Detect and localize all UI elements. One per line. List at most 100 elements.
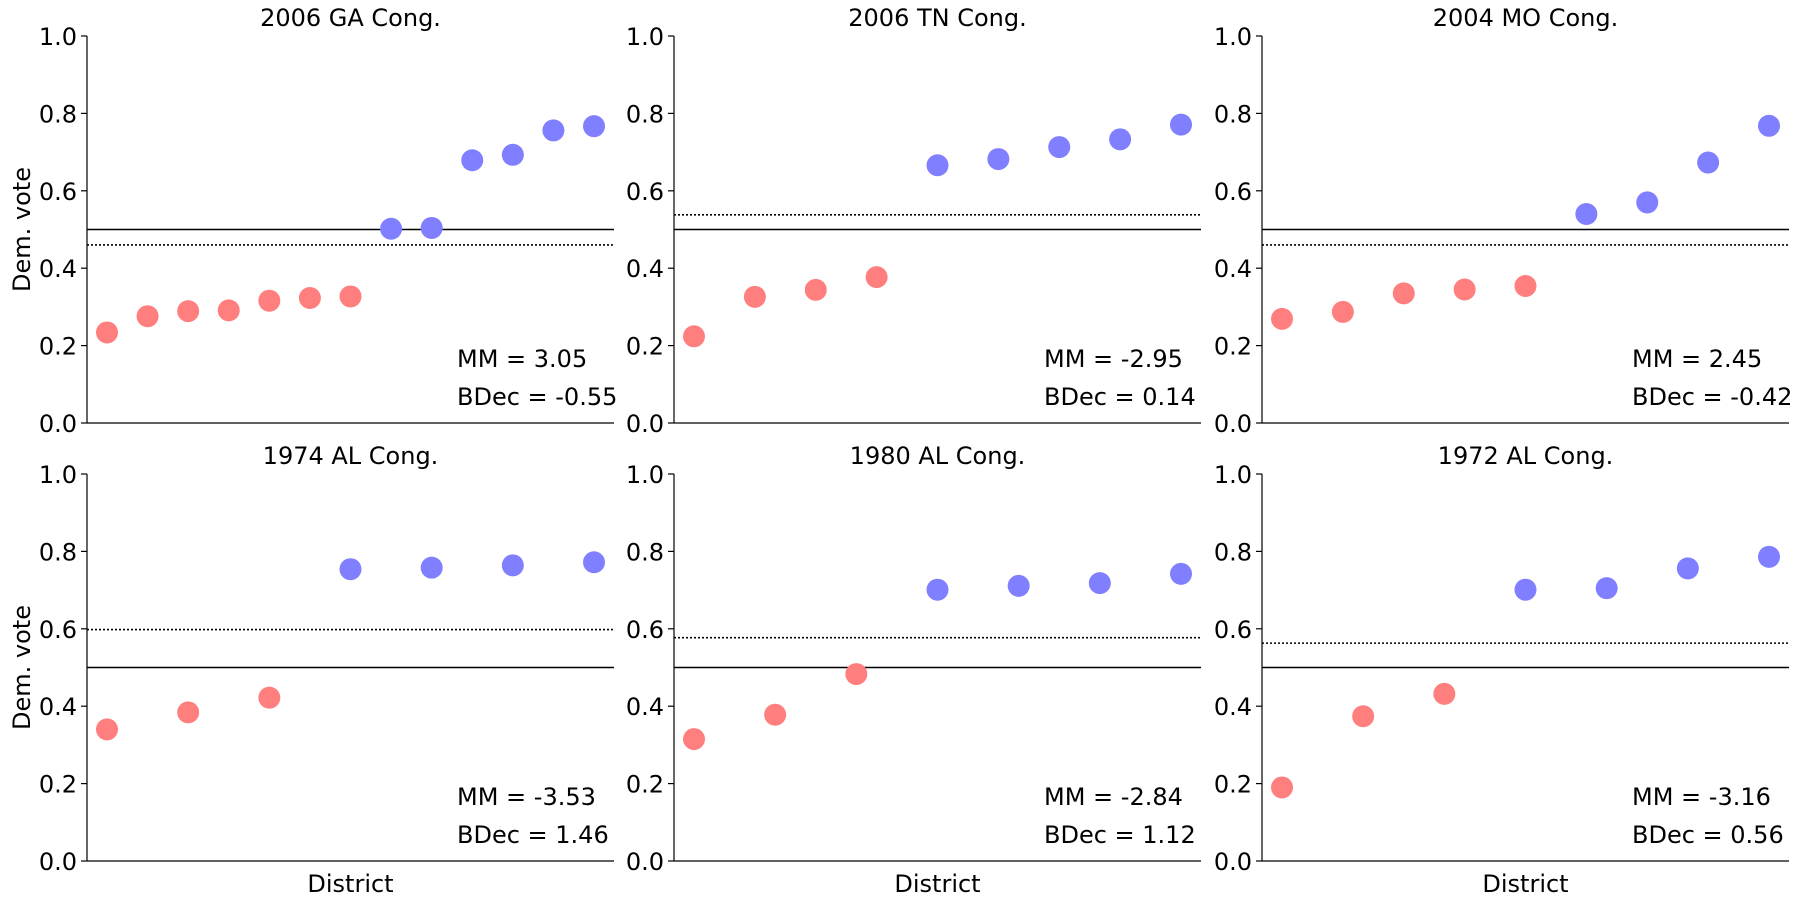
y-tick-label: 0.6 <box>1214 178 1252 206</box>
bdec-annotation: BDec = 0.14 <box>1044 383 1196 411</box>
district-point <box>845 663 868 686</box>
y-tick-label: 0.8 <box>626 538 664 566</box>
y-tick-label: 1.0 <box>1214 23 1252 51</box>
district-point <box>96 718 118 741</box>
district-point <box>420 556 443 579</box>
district-point <box>1453 278 1476 301</box>
district-point <box>583 115 605 138</box>
mm-annotation: MM = 3.05 <box>457 345 587 373</box>
y-tick-label: 1.0 <box>39 461 77 489</box>
district-point <box>1352 705 1375 728</box>
district-point <box>1271 776 1293 799</box>
district-point <box>1109 128 1132 151</box>
y-tick-label: 0.4 <box>626 255 664 283</box>
y-tick-label: 0.6 <box>39 178 77 206</box>
district-point <box>1514 275 1537 298</box>
district-point <box>542 119 565 142</box>
district-point <box>1433 682 1456 705</box>
y-tick-label: 0.2 <box>1214 771 1252 799</box>
district-point <box>339 558 362 581</box>
panel-3: 0.0 0.2 0.4 0.6 0.8 1.0 2004 MO Cong. MM = 2.45… <box>1214 4 1793 438</box>
district-point <box>1595 577 1618 600</box>
y-tick-label: 0.8 <box>626 100 664 128</box>
district-point <box>1758 114 1780 137</box>
y-tick-label: 1.0 <box>626 461 664 489</box>
district-point <box>804 278 827 301</box>
district-point <box>136 305 159 328</box>
y-tick-label: 0.2 <box>1214 333 1252 361</box>
panel-title: 1980 AL Cong. <box>850 442 1026 470</box>
bdec-annotation: BDec = -0.42 <box>1632 383 1792 411</box>
x-axis-label: District <box>307 870 393 898</box>
district-point <box>926 154 949 177</box>
district-point <box>1636 191 1659 214</box>
y-tick-label: 0.2 <box>39 333 77 361</box>
panel-4: 0.0 0.2 0.4 0.6 0.8 1.0 1974 AL Cong. MM = -3.5… <box>8 442 614 876</box>
district-point <box>987 148 1010 171</box>
y-tick-label: 0.6 <box>1214 616 1252 644</box>
district-point <box>1331 300 1354 323</box>
y-tick-label: 0.2 <box>626 771 664 799</box>
y-tick-label: 0.6 <box>626 178 664 206</box>
y-tick-label: 0.8 <box>1214 538 1252 566</box>
y-tick-label: 0.8 <box>39 538 77 566</box>
district-point <box>1007 574 1030 597</box>
mm-annotation: MM = -2.95 <box>1044 345 1183 373</box>
mm-annotation: MM = 2.45 <box>1632 345 1762 373</box>
district-point <box>501 143 524 166</box>
district-point <box>258 686 281 709</box>
y-tick-label: 1.0 <box>626 23 664 51</box>
x-axis-label: District <box>1482 870 1568 898</box>
district-point <box>96 321 118 344</box>
district-point <box>380 217 403 240</box>
y-tick-label: 0.8 <box>39 100 77 128</box>
district-point <box>217 299 240 322</box>
district-point <box>177 300 200 323</box>
y-tick-label: 0.2 <box>626 333 664 361</box>
y-tick-label: 0.0 <box>39 410 77 438</box>
district-point <box>461 149 484 172</box>
district-point <box>1758 545 1780 568</box>
district-point <box>1676 557 1699 580</box>
y-tick-label: 0.0 <box>1214 410 1252 438</box>
district-point <box>1392 282 1415 305</box>
panel-title: 2006 GA Cong. <box>260 4 441 32</box>
panel-title: 1974 AL Cong. <box>263 442 439 470</box>
mm-annotation: MM = -3.16 <box>1632 783 1771 811</box>
district-point <box>1170 113 1192 136</box>
district-point <box>926 578 949 601</box>
district-point <box>420 216 443 239</box>
panel-5: 0.0 0.2 0.4 0.6 0.8 1.0 1980 AL Cong. MM = -2.8… <box>626 442 1201 898</box>
panel-title: 2006 TN Cong. <box>848 4 1026 32</box>
mm-annotation: MM = -3.53 <box>457 783 596 811</box>
district-point <box>1271 307 1293 330</box>
district-point <box>339 285 362 308</box>
district-point <box>258 289 281 312</box>
y-tick-label: 0.4 <box>626 693 664 721</box>
district-point <box>1170 562 1192 585</box>
y-tick-label: 0.0 <box>626 410 664 438</box>
y-tick-label: 0.6 <box>39 616 77 644</box>
district-point <box>743 285 766 308</box>
bdec-annotation: BDec = 0.56 <box>1632 821 1784 849</box>
bdec-annotation: BDec = 1.46 <box>457 821 609 849</box>
y-tick-label: 0.4 <box>39 693 77 721</box>
y-tick-label: 0.2 <box>39 771 77 799</box>
x-axis-label: District <box>894 870 980 898</box>
y-tick-label: 0.0 <box>1214 848 1252 876</box>
district-point <box>865 266 888 289</box>
y-tick-label: 0.4 <box>39 255 77 283</box>
bdec-annotation: BDec = 1.12 <box>1044 821 1196 849</box>
district-point <box>1514 578 1537 601</box>
y-axis-label: Dem. vote <box>8 167 36 292</box>
y-tick-label: 1.0 <box>1214 461 1252 489</box>
district-point <box>177 701 200 724</box>
y-tick-label: 0.4 <box>1214 255 1252 283</box>
y-tick-label: 0.0 <box>39 848 77 876</box>
panel-title: 2004 MO Cong. <box>1433 4 1618 32</box>
panel-title: 1972 AL Cong. <box>1438 442 1614 470</box>
y-tick-label: 0.4 <box>1214 693 1252 721</box>
y-tick-label: 0.0 <box>626 848 664 876</box>
district-point <box>298 286 321 309</box>
